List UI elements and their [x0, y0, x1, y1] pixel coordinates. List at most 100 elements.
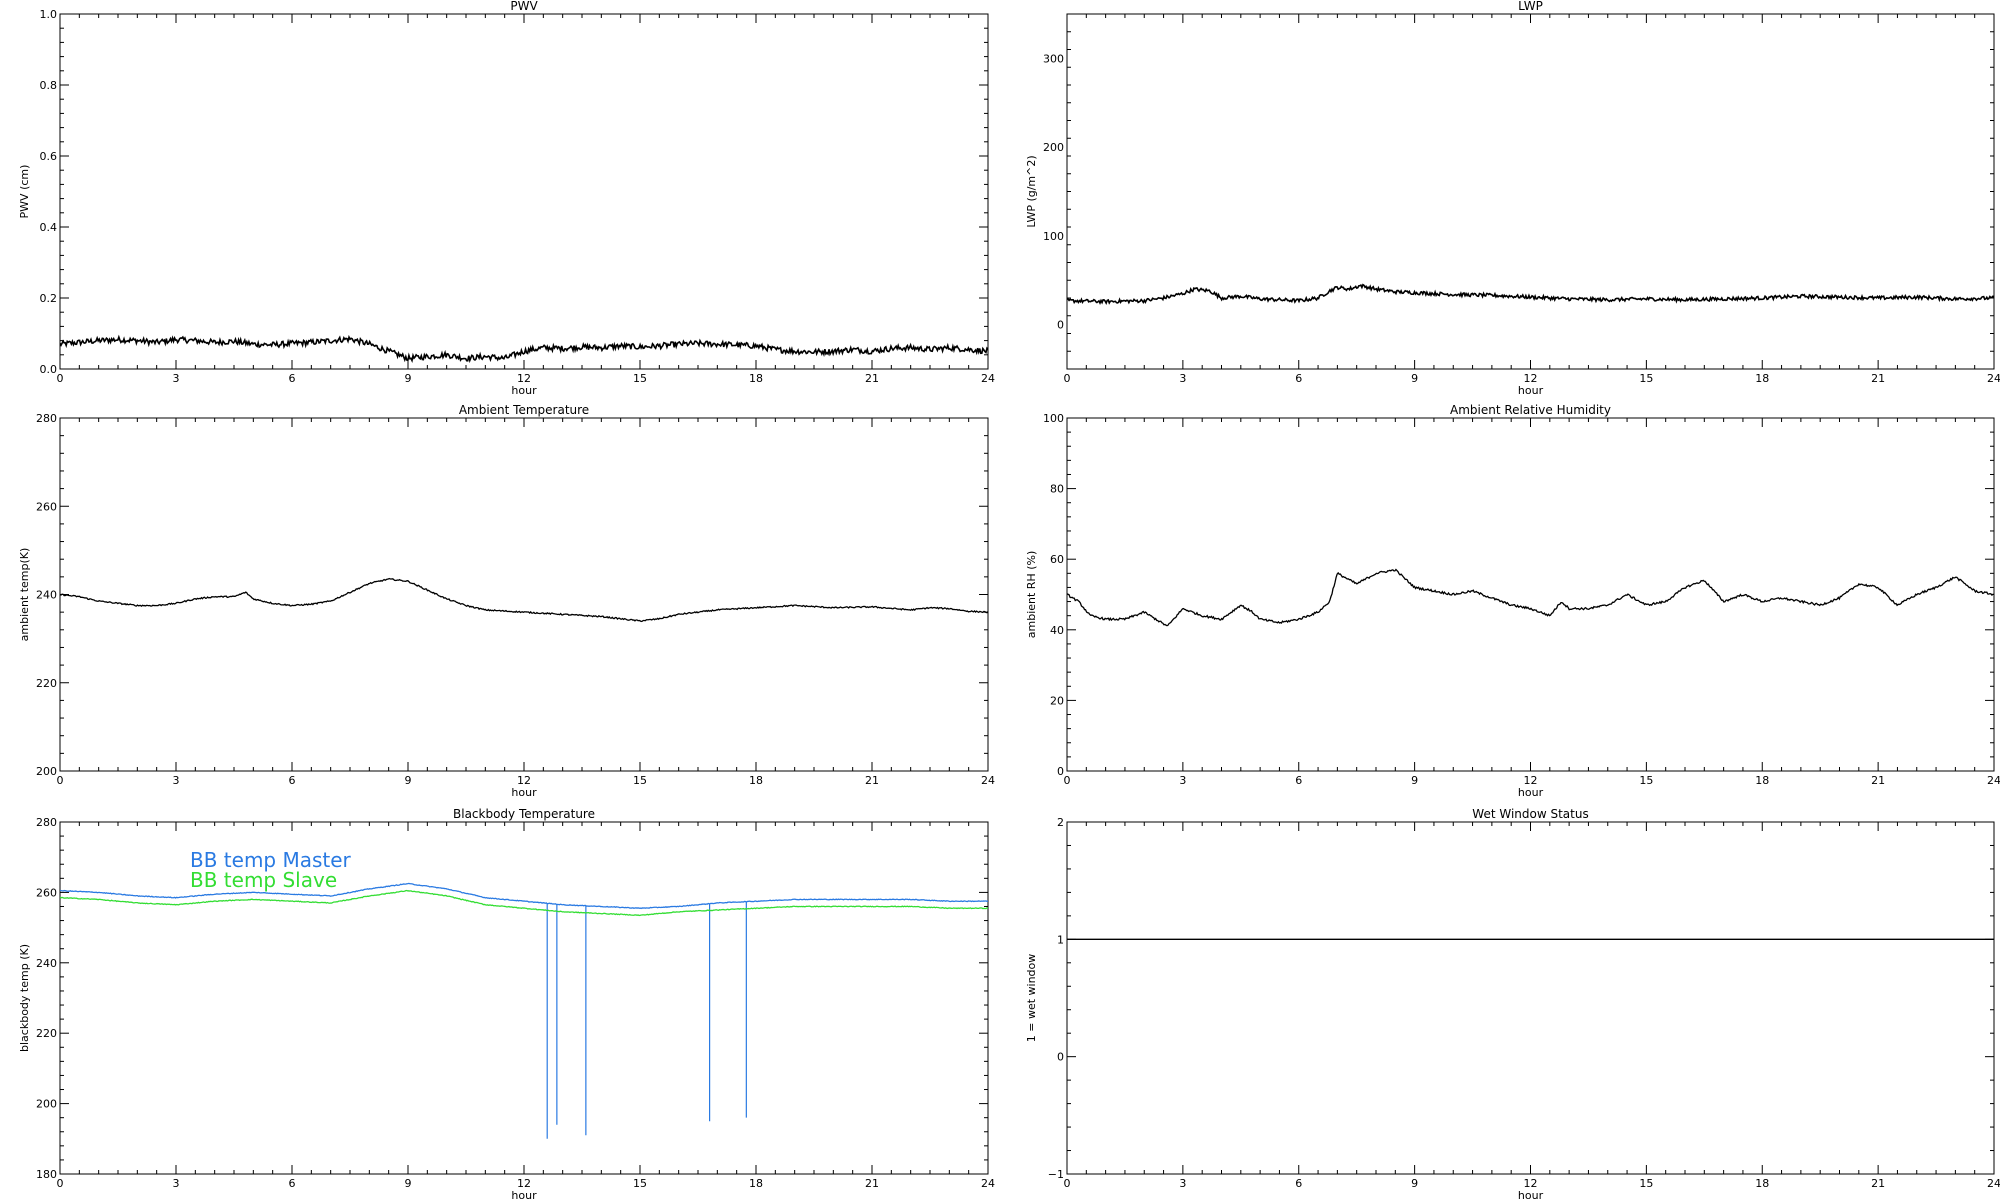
- y-tick-label: 1: [1057, 933, 1064, 946]
- y-tick-label: 0.0: [40, 363, 58, 376]
- y-tick-label: 0.8: [40, 79, 58, 92]
- x-tick-label: 12: [517, 774, 531, 787]
- x-tick-label: 9: [405, 774, 412, 787]
- x-tick-label: 15: [1639, 774, 1653, 787]
- x-tick-label: 18: [749, 774, 763, 787]
- y-tick-label: 100: [1043, 230, 1064, 243]
- x-tick-label: 15: [633, 1177, 647, 1190]
- plot-area: [1067, 568, 1994, 627]
- chart-blackbody_temp: Blackbody Temperature 0 3 6 9 12 15 18 21 24 180 20…: [18, 807, 995, 1200]
- y-tick-label: 240: [36, 589, 57, 602]
- x-axis-label: hour: [1518, 384, 1544, 397]
- y-tick-label: 2: [1057, 816, 1064, 829]
- x-tick-label: 12: [517, 372, 531, 385]
- chart-pwv: PWV 0 3 6 9 12 15 18 21 24 0.0 0.2 0.4 0.6 0.8 1.0 hour P…: [18, 0, 995, 397]
- x-tick-label: 12: [1524, 774, 1538, 787]
- x-tick-label: 21: [1871, 1177, 1885, 1190]
- plot-area: [60, 882, 988, 1139]
- x-tick-label: 0: [1064, 372, 1071, 385]
- y-tick-label: 200: [36, 1098, 57, 1111]
- x-tick-label: 6: [1295, 372, 1302, 385]
- y-tick-label: 20: [1050, 694, 1064, 707]
- series-line-0: [60, 577, 988, 623]
- y-tick-label: 100: [1043, 412, 1064, 425]
- x-axis-label: hour: [1518, 1189, 1544, 1200]
- plot-area: [60, 334, 988, 364]
- x-tick-label: 21: [1871, 774, 1885, 787]
- series-line-0: [1067, 568, 1994, 627]
- x-tick-label: 0: [1064, 774, 1071, 787]
- x-tick-label: 21: [865, 1177, 879, 1190]
- x-tick-label: 9: [405, 1177, 412, 1190]
- chart-title: PWV: [510, 0, 538, 13]
- x-tick-label: 6: [289, 372, 296, 385]
- plot-frame: [59, 417, 989, 772]
- x-tick-label: 21: [865, 774, 879, 787]
- x-tick-label: 24: [981, 372, 995, 385]
- x-tick-label: 0: [57, 1177, 64, 1190]
- x-axis-label: hour: [511, 1189, 537, 1200]
- x-tick-label: 18: [749, 372, 763, 385]
- x-tick-label: 18: [749, 1177, 763, 1190]
- x-tick-label: 15: [1639, 1177, 1653, 1190]
- x-axis-label: hour: [511, 786, 537, 799]
- plot-frame: [1066, 417, 1995, 772]
- y-tick-label: −1: [1048, 1168, 1064, 1181]
- x-tick-label: 24: [1987, 1177, 2000, 1190]
- y-tick-label: 80: [1050, 483, 1064, 496]
- y-tick-label: 260: [36, 500, 57, 513]
- x-tick-label: 6: [1295, 774, 1302, 787]
- x-tick-label: 24: [981, 1177, 995, 1190]
- plot-frame: [1066, 13, 1995, 370]
- x-tick-label: 9: [405, 372, 412, 385]
- x-tick-label: 3: [1179, 1177, 1186, 1190]
- x-tick-label: 21: [1871, 372, 1885, 385]
- plot-frame: [59, 13, 989, 370]
- x-tick-label: 15: [633, 774, 647, 787]
- chart-ambient_rh: Ambient Relative Humidity 0 3 6 9 12 15 18 21 24 0…: [1025, 403, 2000, 799]
- plot-area: [60, 577, 988, 623]
- x-tick-label: 6: [289, 1177, 296, 1190]
- y-axis-label: blackbody temp (K): [18, 944, 31, 1052]
- x-tick-label: 3: [173, 372, 180, 385]
- y-tick-label: 280: [36, 412, 57, 425]
- x-tick-label: 24: [1987, 774, 2000, 787]
- chart-title: Blackbody Temperature: [453, 807, 595, 821]
- x-tick-label: 0: [57, 774, 64, 787]
- y-axis-label: 1 = wet window: [1025, 954, 1038, 1043]
- x-tick-label: 12: [1524, 1177, 1538, 1190]
- y-axis-label: LWP (g/m^2): [1025, 155, 1038, 227]
- series-line-0: [60, 882, 988, 910]
- y-tick-label: 0.6: [40, 150, 58, 163]
- x-tick-label: 9: [1411, 372, 1418, 385]
- x-tick-label: 15: [633, 372, 647, 385]
- y-tick-label: 40: [1050, 624, 1064, 637]
- x-tick-label: 24: [981, 774, 995, 787]
- legend-entry: BB temp Slave: [190, 868, 337, 892]
- y-tick-label: 300: [1043, 52, 1064, 65]
- y-tick-label: 0: [1057, 319, 1064, 332]
- y-tick-label: 0.2: [40, 292, 58, 305]
- series-line-0: [1067, 283, 1994, 306]
- y-tick-label: 240: [36, 957, 57, 970]
- x-tick-label: 21: [865, 372, 879, 385]
- x-tick-label: 9: [1411, 1177, 1418, 1190]
- plot-area: [1067, 283, 1994, 306]
- x-axis-label: hour: [1518, 786, 1544, 799]
- x-tick-label: 0: [57, 372, 64, 385]
- x-tick-label: 24: [1987, 372, 2000, 385]
- x-tick-label: 18: [1755, 774, 1769, 787]
- chart-title: LWP: [1518, 0, 1543, 13]
- x-tick-label: 6: [289, 774, 296, 787]
- y-tick-label: 180: [36, 1168, 57, 1181]
- y-tick-label: 200: [36, 765, 57, 778]
- x-tick-label: 6: [1295, 1177, 1302, 1190]
- legend-entry: BB temp Master: [190, 848, 352, 872]
- y-axis-label: ambient temp(K): [18, 548, 31, 642]
- x-tick-label: 9: [1411, 774, 1418, 787]
- y-tick-label: 60: [1050, 553, 1064, 566]
- x-tick-label: 18: [1755, 1177, 1769, 1190]
- y-tick-label: 1.0: [40, 8, 58, 21]
